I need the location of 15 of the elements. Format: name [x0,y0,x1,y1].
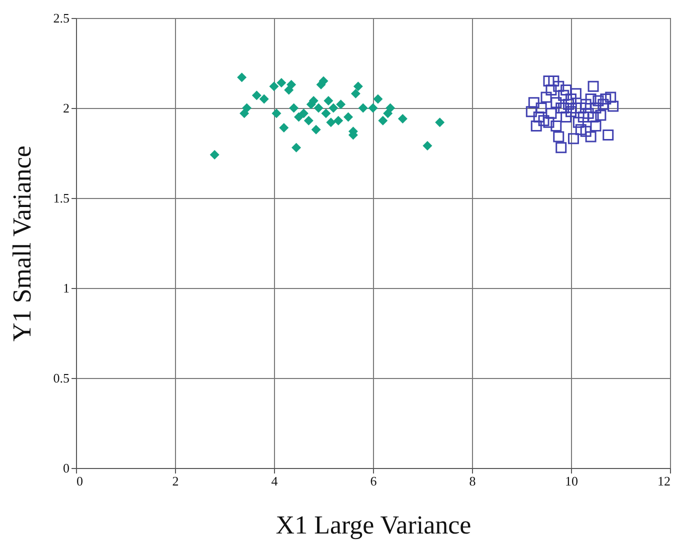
y-tick-label: 2 [63,100,70,116]
x-tick-label: 6 [370,474,378,488]
y-tick-label: 0 [63,460,70,476]
x-tick-label: 8 [469,474,476,488]
x-tick-label: 0 [76,474,83,488]
y-tick-label: 1 [63,280,70,296]
x-tick-label: 4 [271,474,278,488]
x-tick-label: 2 [172,474,179,488]
x-tick-label: 10 [565,474,578,488]
y-tick-label: 1.5 [53,190,70,206]
x-axis-title: X1 Large Variance [276,510,472,540]
x-tick-label: 12 [658,474,670,488]
y-tick-label: 2.5 [53,10,70,26]
y-axis-title: Y1 Small Variance [7,146,36,342]
y-tick-label: 0.5 [53,370,70,386]
